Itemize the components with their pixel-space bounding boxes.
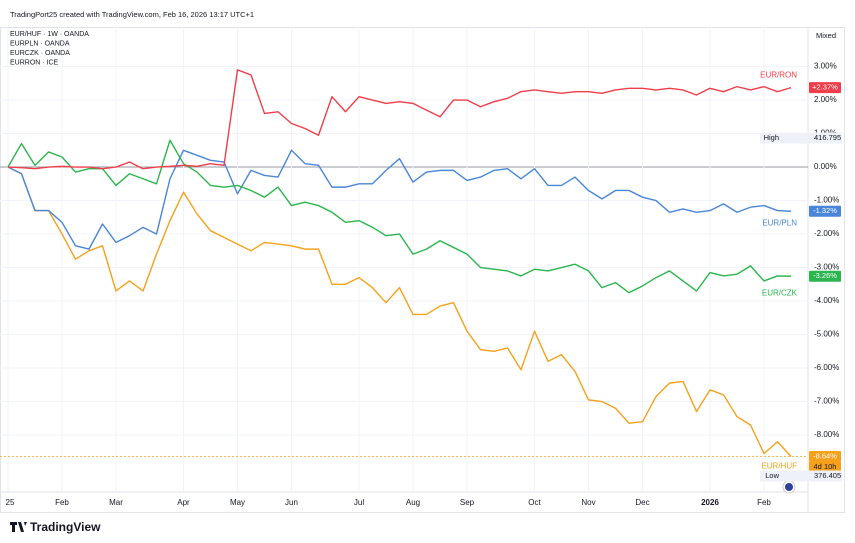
- x-tick-label: Nov: [581, 498, 595, 507]
- last-value-box: [809, 205, 841, 217]
- last-value-label: +2.37%: [812, 83, 838, 92]
- y-tick-label: 0.00%: [814, 162, 837, 171]
- x-tick-label: Feb: [757, 498, 771, 507]
- series-line: [7, 149, 792, 250]
- legend-entry: EUR/HUF · 1W · OANDA: [10, 31, 89, 38]
- low-label: Low: [765, 471, 779, 480]
- high-value: 416.795: [814, 133, 841, 142]
- countdown: 4d 10h: [814, 462, 837, 471]
- y-tick-label: 3.00%: [814, 62, 837, 71]
- x-tick-label: Jul: [354, 498, 364, 507]
- x-tick-label: May: [230, 498, 245, 507]
- icon-dot: [785, 483, 793, 491]
- y-tick-label: -4.00%: [814, 296, 839, 305]
- x-tick-label: Oct: [528, 498, 541, 507]
- x-tick-label: Dec: [635, 498, 649, 507]
- series-line: [7, 166, 792, 457]
- series-name: EUR/HUF: [761, 462, 797, 471]
- last-value-box: [809, 82, 841, 94]
- y-tick-label: -8.00%: [814, 430, 839, 439]
- y-tick-label: -5.00%: [814, 330, 839, 339]
- y-tick-label: -7.00%: [814, 397, 839, 406]
- scale-mode[interactable]: Mixed: [816, 31, 836, 40]
- labels: 3.00%2.00%1.00%0.00%-1.00%-2.00%-3.00%-4…: [6, 62, 840, 507]
- x-tick-label: Mar: [109, 498, 123, 507]
- frame: [0, 27, 845, 513]
- legend-entry: EURCZK · OANDA: [10, 50, 70, 57]
- y-tick-label: -6.00%: [814, 363, 839, 372]
- last-value-label: -1.32%: [813, 206, 837, 215]
- last-value-label: -8.64%: [813, 451, 837, 460]
- y-tick-label: -3.00%: [814, 263, 839, 272]
- x-tick-label: 25: [6, 498, 15, 507]
- x-tick-label: Jun: [285, 498, 298, 507]
- x-tick-label: Sep: [460, 498, 475, 507]
- high-label: High: [764, 133, 779, 142]
- watermark: TradingView: [30, 520, 101, 534]
- low-box: [760, 470, 842, 482]
- last-value-box: [809, 270, 841, 282]
- x-tick-label: Feb: [55, 498, 69, 507]
- low-value: 376.405: [814, 471, 841, 480]
- legend-entry: EURRON · ICE: [10, 59, 59, 66]
- logo: TradingView: [10, 520, 101, 534]
- last-value-label: -3.26%: [813, 271, 837, 280]
- y-tick-label: 2.00%: [814, 95, 837, 104]
- grid: [0, 27, 808, 492]
- series-line: [7, 139, 792, 294]
- x-tick-label: Apr: [177, 498, 190, 507]
- series-name: EUR/RON: [760, 71, 797, 80]
- y-tick-label: -2.00%: [814, 229, 839, 238]
- x-tick-label: Aug: [406, 498, 420, 507]
- series-line: [7, 69, 792, 170]
- series-name: EUR/PLN: [762, 218, 797, 227]
- y-tick-label: -1.00%: [814, 196, 839, 205]
- high-box: [760, 132, 842, 144]
- legend-entry: EURPLN · OANDA: [10, 40, 70, 47]
- header: TradingPort25 created with TradingView.c…: [10, 10, 254, 19]
- last-value-box: [809, 450, 841, 462]
- series-name: EUR/CZK: [762, 288, 798, 297]
- x-tick-label: 2026: [701, 498, 719, 507]
- countdown-box: [809, 461, 841, 472]
- series-lines: [7, 69, 792, 457]
